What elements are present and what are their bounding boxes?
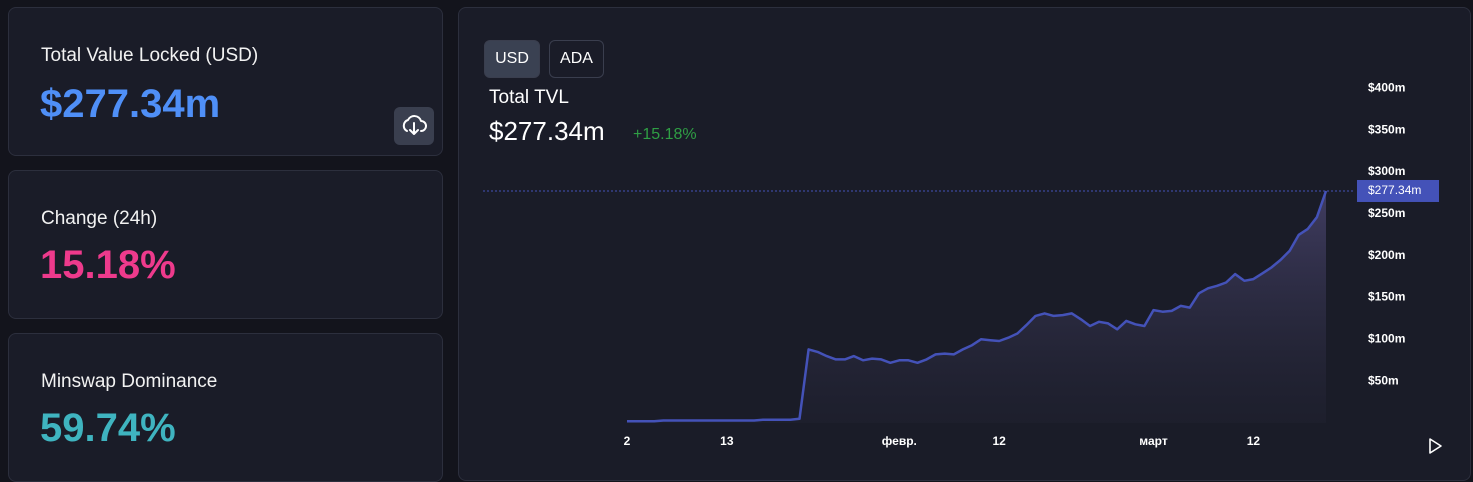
chart-title: Total TVL [489,87,569,108]
y-tick-label: $150m [1368,290,1405,304]
tab-usd[interactable]: USD [484,40,540,78]
area [627,191,1326,423]
current-label: $277.34m [1368,183,1421,197]
card-label: Minswap Dominance [41,371,218,392]
card-value: $277.34m [40,82,221,126]
change-value: +15.18% [633,126,697,143]
change-card: Change (24h) 15.18% [8,170,443,319]
x-tick-label: 13 [720,434,734,448]
play-icon[interactable] [1429,438,1442,454]
card-value: 15.18% [40,243,176,287]
card-value: 59.74% [40,406,176,450]
x-tick-label: март [1139,434,1168,448]
y-tick-label: $400m [1368,81,1405,95]
x-tick-label: 2 [624,434,631,448]
x-tick-label: 12 [993,434,1007,448]
y-tick-label: $300m [1368,164,1405,178]
dominance-card: Minswap Dominance 59.74% [8,333,443,482]
download-icon [402,115,427,135]
card-label: Total Value Locked (USD) [41,45,259,66]
current-value: $277.34m [489,116,605,146]
download-button[interactable] [394,107,434,145]
card-label: Change (24h) [41,208,158,229]
line [627,190,1328,423]
y-tick-label: $100m [1368,332,1405,346]
x-tick-label: 12 [1247,434,1261,448]
x-tick-label: февр. [882,434,917,448]
current-marker [1357,179,1439,202]
y-tick-label: $200m [1368,248,1405,262]
y-tick-label: $250m [1368,206,1405,220]
tvl-card: Total Value Locked (USD) $277.34m [8,7,443,156]
tab-ada[interactable]: ADA [549,40,604,78]
y-tick-label: $350m [1368,122,1405,136]
y-tick-label: $50m [1368,373,1399,387]
